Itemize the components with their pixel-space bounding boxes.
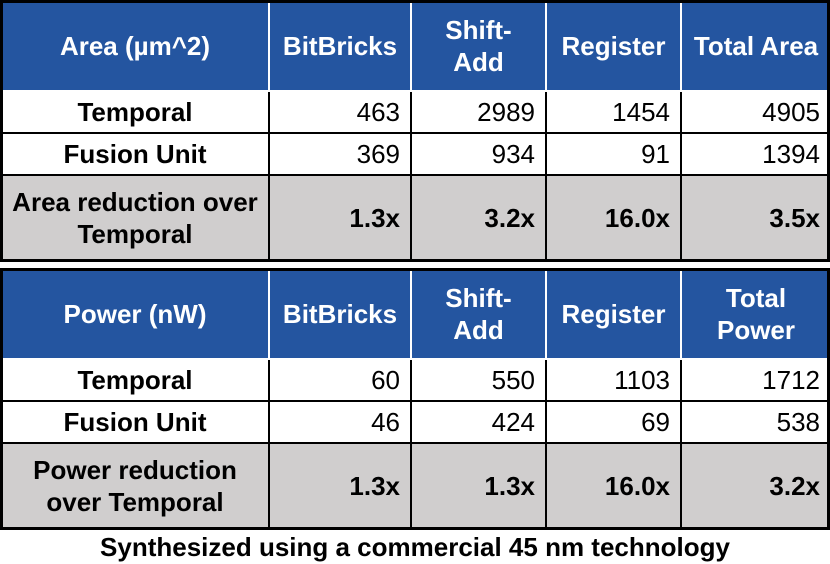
cell: 3.5x [680,174,830,262]
data-row: Fusion Unit 369 934 91 1394 [0,132,830,176]
cell: 1.3x [268,174,412,262]
header-cell: Area (µm^2) [0,0,270,92]
cell: 4905 [680,90,830,134]
header-cell: Power (nW) [0,268,270,360]
cell: 369 [268,132,412,176]
data-row: Temporal 463 2989 1454 4905 [0,90,830,134]
cell: 3.2x [680,442,830,530]
cell: 463 [268,90,412,134]
cell: 1712 [680,358,830,402]
row-label: Temporal [0,358,270,402]
cell: 46 [268,400,412,444]
cell: 16.0x [545,442,682,530]
header-cell: BitBricks [268,268,412,360]
cell: 91 [545,132,682,176]
reduction-row: Area reduction over Temporal 1.3x 3.2x 16.0… [0,174,830,262]
cell: 424 [410,400,547,444]
cell: 1454 [545,90,682,134]
header-row: Power (nW) BitBricks Shift-Add Register Tota… [0,268,830,360]
row-label: Fusion Unit [0,132,270,176]
cell: 69 [545,400,682,444]
cell: 16.0x [545,174,682,262]
row-label: Area reduction over Temporal [0,174,270,262]
area-table: Area (µm^2) BitBricks Shift-Add Register Tot… [0,0,830,262]
cell: 3.2x [410,174,547,262]
cell: 1.3x [268,442,412,530]
power-table: Power (nW) BitBricks Shift-Add Register Tota… [0,268,830,530]
row-label: Temporal [0,90,270,134]
reduction-row: Power reduction over Temporal 1.3x 1.3x 16.… [0,442,830,530]
cell: 1394 [680,132,830,176]
row-label: Power reduction over Temporal [0,442,270,530]
cell: 1103 [545,358,682,402]
header-cell: Register [545,0,682,92]
cell: 550 [410,358,547,402]
cell: 2989 [410,90,547,134]
row-label: Fusion Unit [0,400,270,444]
cell: 934 [410,132,547,176]
cell: 60 [268,358,412,402]
data-row: Temporal 60 550 1103 1712 [0,358,830,402]
header-cell: Total Power [680,268,830,360]
cell: 538 [680,400,830,444]
header-cell: Register [545,268,682,360]
data-row: Fusion Unit 46 424 69 538 [0,400,830,444]
caption: Synthesized using a commercial 45 nm tec… [100,532,730,562]
header-row: Area (µm^2) BitBricks Shift-Add Register Tot… [0,0,830,92]
cell: 1.3x [410,442,547,530]
header-cell: Total Area [680,0,830,92]
header-cell: BitBricks [268,0,412,92]
header-cell: Shift-Add [410,0,547,92]
header-cell: Shift-Add [410,268,547,360]
